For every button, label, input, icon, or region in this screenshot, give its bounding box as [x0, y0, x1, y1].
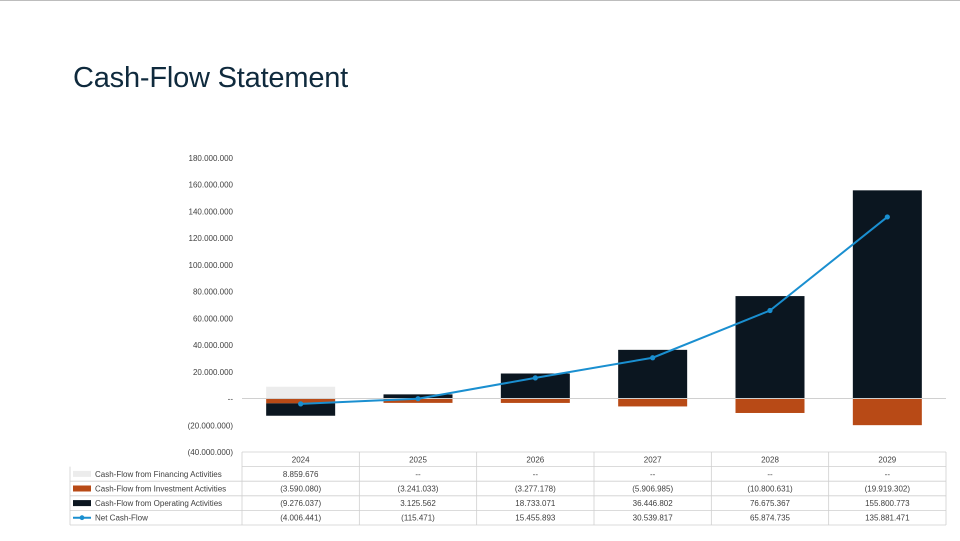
data-label: (4.006.441)	[280, 514, 321, 523]
legend-key	[73, 500, 91, 507]
data-label: --	[533, 470, 539, 479]
legend-label: Cash-Flow from Investment Activities	[95, 485, 226, 494]
net-cash-flow-point	[298, 401, 304, 407]
data-label: 76.675.367	[750, 499, 791, 508]
net-cash-flow-line	[298, 214, 890, 407]
net-cash-flow-polyline	[300, 216, 888, 405]
y-tick-label: 100.000.000	[189, 261, 234, 270]
data-label: --	[885, 470, 891, 479]
net-cash-flow-point	[767, 307, 773, 314]
category-label: 2026	[526, 455, 544, 464]
y-tick-label: 120.000.000	[189, 234, 234, 243]
data-label: (3.277.178)	[515, 485, 556, 494]
y-tick-label: 180.000.000	[189, 154, 234, 163]
data-label: --	[767, 470, 773, 479]
data-label: (115.471)	[401, 514, 435, 523]
data-label: 18.733.071	[515, 499, 556, 508]
data-label: 15.455.893	[515, 514, 556, 523]
data-label: 3.125.562	[400, 499, 436, 508]
data-label: --	[650, 470, 656, 479]
data-label: 155.800.773	[865, 499, 910, 508]
data-label: (10.800.631)	[747, 485, 793, 494]
y-tick-label: (20.000.000)	[188, 421, 234, 430]
y-tick-label: 160.000.000	[189, 181, 234, 190]
y-tick-label: 140.000.000	[189, 207, 234, 216]
category-label: 2024	[292, 455, 310, 464]
data-label: 30.539.817	[633, 514, 674, 523]
y-tick-label: 60.000.000	[193, 314, 234, 323]
page-title: Cash-Flow Statement	[73, 62, 349, 94]
top-rule	[0, 0, 960, 1]
y-tick-label: --	[228, 395, 234, 404]
data-label: 36.446.802	[633, 499, 674, 508]
y-tick-label: (40.000.000)	[188, 448, 234, 457]
bar	[266, 403, 336, 416]
category-label: 2028	[761, 455, 779, 464]
data-label: (19.919.302)	[865, 485, 911, 494]
data-label: 65.874.735	[750, 514, 791, 523]
data-label: (9.276.037)	[280, 499, 321, 508]
y-tick-label: 20.000.000	[193, 368, 234, 377]
y-tick-label: 40.000.000	[193, 341, 234, 350]
net-cash-flow-point	[415, 396, 421, 402]
net-cash-flow-point	[650, 355, 656, 361]
data-table: 2024 2025 2026 2027 2028 2029 Cash-Flow from F…	[69, 451, 947, 526]
bar	[618, 398, 688, 407]
bar	[266, 398, 336, 404]
legend-label: Cash-Flow from Operating Activities	[95, 499, 222, 508]
bar	[735, 398, 805, 413]
bars	[266, 190, 922, 426]
data-label: 8.859.676	[283, 470, 319, 479]
y-tick-label: 80.000.000	[193, 288, 234, 297]
data-label: (3.241.033)	[398, 485, 439, 494]
bar	[266, 386, 336, 399]
legend-key-marker	[79, 515, 85, 521]
category-label: 2029	[878, 455, 896, 464]
category-label: 2027	[644, 455, 662, 464]
bar	[852, 190, 922, 399]
legend-key	[73, 470, 91, 477]
legend-key	[73, 485, 91, 492]
legend-label: Cash-Flow from Financing Activities	[95, 470, 222, 479]
category-label: 2025	[409, 455, 427, 464]
data-label: 135.881.471	[865, 514, 910, 523]
legend-label: Net Cash-Flow	[95, 514, 148, 523]
data-label: (3.590.080)	[280, 485, 321, 494]
y-axis: 180.000.000 160.000.000 140.000.000 120.000…	[188, 154, 234, 457]
bar	[500, 398, 570, 403]
data-label: --	[415, 470, 421, 479]
bar	[852, 398, 922, 426]
net-cash-flow-point	[884, 214, 890, 220]
net-cash-flow-point	[532, 375, 538, 381]
data-label: (5.906.985)	[632, 485, 673, 494]
bar	[735, 296, 805, 399]
